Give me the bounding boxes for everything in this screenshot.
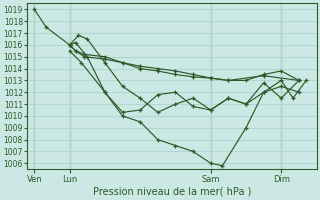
X-axis label: Pression niveau de la mer( hPa ): Pression niveau de la mer( hPa ) [92, 187, 251, 197]
